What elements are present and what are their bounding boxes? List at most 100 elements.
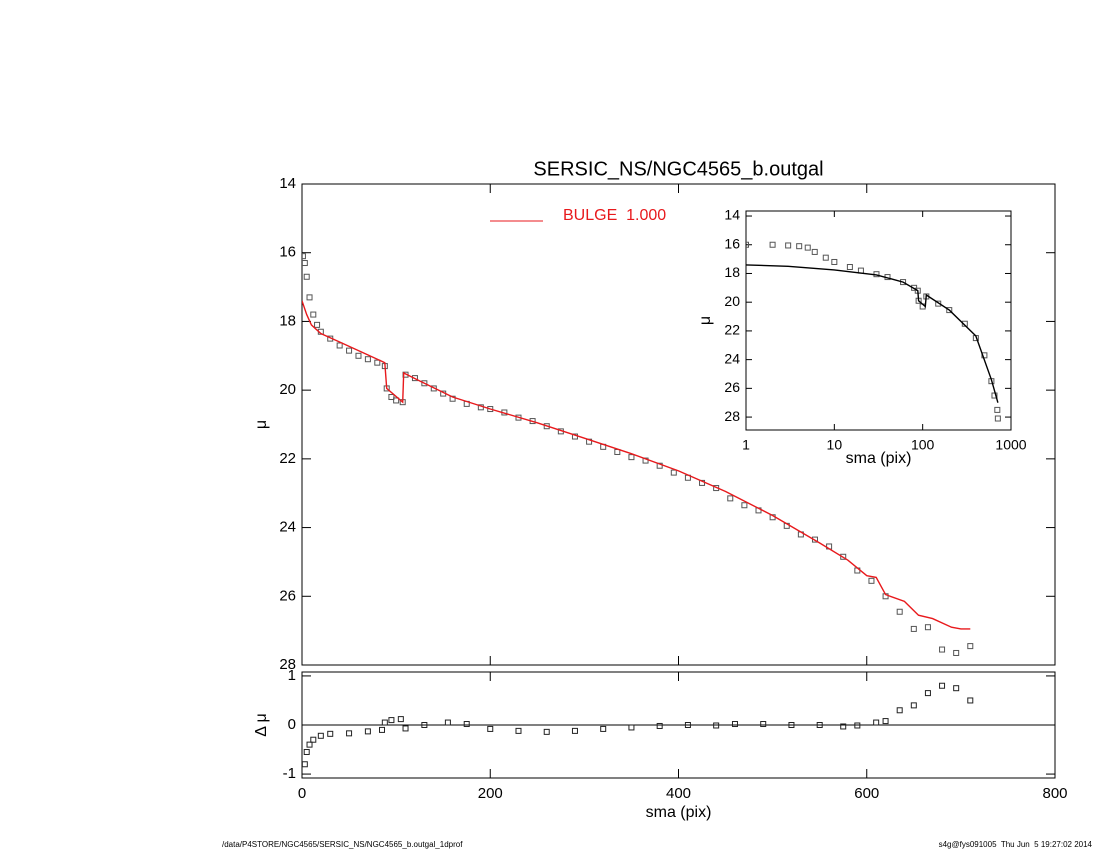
data-point [310,311,317,318]
data-point [303,273,310,280]
data-point [628,724,635,731]
data-point [302,761,308,768]
data-point [393,397,400,404]
data-point [967,643,974,650]
data-point [381,719,388,726]
data-point [684,722,691,728]
data-point [731,721,738,728]
plot-frame [745,210,1012,431]
data-point [939,682,946,689]
data-point [769,241,776,248]
data-point [854,722,861,729]
data-point [994,415,1001,422]
data-point [840,723,847,730]
data-point [310,736,317,743]
data-point [760,721,767,728]
model-line [302,300,971,630]
x-tick-label: 400 [666,785,691,802]
data-point [656,462,663,469]
data-point [939,646,946,653]
y-tick-label: 20 [724,293,740,309]
data-point [746,241,749,248]
x-axis-label: sma (pix) [846,450,912,467]
data-point [364,728,371,735]
data-point [924,624,931,631]
y-tick-label: 16 [279,244,296,261]
data-point [346,730,353,737]
y-tick-label: 1 [288,667,296,684]
data-point [379,726,386,733]
data-point [571,727,578,734]
data-point [306,741,313,748]
y-axis-label: Δ μ [253,713,270,736]
data-point [355,352,362,359]
y-tick-label: 24 [724,350,740,366]
data-point [364,356,371,363]
data-point [600,725,607,732]
x-tick-label: 800 [1042,785,1067,802]
data-point [727,495,734,502]
y-axis-label: μ [697,316,714,325]
data-point [846,264,853,271]
y-tick-label: 20 [279,381,296,398]
data-point [831,258,838,265]
y-tick-label: -1 [283,765,296,782]
data-point [896,707,903,714]
y-tick-label: 18 [724,264,740,280]
data-point [868,577,875,584]
data-point [642,457,649,464]
y-tick-label: 14 [724,207,740,223]
data-point [670,469,677,476]
data-point [515,727,522,734]
y-tick-label: 28 [279,656,296,673]
data-point [314,321,321,328]
data-point [882,718,889,725]
data-point [303,748,310,755]
x-tick-label: 100 [911,437,935,453]
x-axis-label: sma (pix) [646,804,712,821]
data-point [953,649,960,656]
data-point [388,394,395,401]
chart-title: SERSIC_NS/NGC4565_b.outgal [533,158,823,180]
data-point [981,352,988,359]
data-point [374,359,381,366]
data-point [317,732,324,739]
data-point [840,553,847,560]
data-point [421,722,428,728]
plot-frame [301,183,1056,666]
model-line [746,264,999,403]
x-tick-label: 10 [827,437,843,453]
data-point [487,725,494,732]
data-point [302,253,306,260]
y-tick-label: 16 [724,235,740,251]
data-point [785,242,792,249]
x-tick-label: 1000 [995,437,1026,453]
legend-label: BULGE 1.000 [563,207,666,224]
data-point [346,347,353,354]
data-point [910,625,917,632]
plot-area [302,253,974,656]
data-point [946,307,953,314]
data-point [397,716,404,723]
data-point [327,730,334,737]
data-point [873,719,880,726]
data-point [967,697,974,704]
y-tick-label: 26 [724,379,740,395]
y-axis-label: μ [253,420,270,429]
data-point [924,690,931,697]
data-point [741,502,748,509]
x-tick-label: 200 [478,785,503,802]
data-point [811,248,818,255]
data-point [628,454,635,461]
data-point [816,722,823,728]
data-point [811,536,818,543]
data-point [336,342,343,349]
data-point [796,243,803,250]
y-tick-label: 22 [724,322,740,338]
data-point [910,702,917,709]
data-point [713,722,720,729]
y-tick-label: 28 [724,408,740,424]
footer-left: /data/P4STORE/NGC4565/SERSIC_NS/NGC4565_… [222,840,463,849]
y-tick-label: 26 [279,587,296,604]
